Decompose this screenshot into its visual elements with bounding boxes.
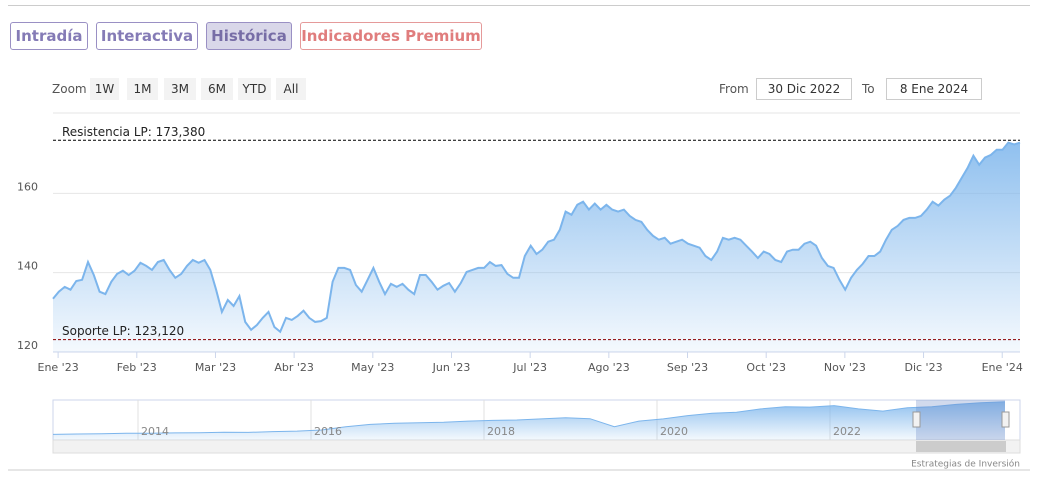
navigator-label: 2020 <box>660 425 688 438</box>
navigator-label: 2018 <box>487 425 515 438</box>
x-tick-label: Dic '23 <box>904 361 942 374</box>
zoom-button[interactable]: All <box>276 78 306 100</box>
y-tick-label: 120 <box>17 339 38 352</box>
navigator-label: 2014 <box>141 425 169 438</box>
x-tick-label: Abr '23 <box>274 361 314 374</box>
from-input[interactable]: 30 Dic 2022 <box>756 78 852 100</box>
navigator-area <box>53 401 1005 440</box>
navigator-label: 2016 <box>314 425 342 438</box>
navigator-selection <box>916 400 1005 440</box>
zoom-button[interactable]: 3M <box>164 78 196 100</box>
y-tick-label: 140 <box>17 260 38 273</box>
zoom-button[interactable]: YTD <box>238 78 271 100</box>
x-tick-label: May '23 <box>351 361 394 374</box>
navigator-line <box>52 401 1006 435</box>
tab[interactable]: Intradía <box>10 22 88 50</box>
x-tick-label: Nov '23 <box>824 361 866 374</box>
navigator-label: 2022 <box>833 425 861 438</box>
level-label: Resistencia LP: 173,380 <box>62 125 205 139</box>
x-tick-label: Jul '23 <box>512 361 547 374</box>
scrollbar[interactable] <box>52 439 1021 454</box>
zoom-button[interactable]: 1W <box>90 78 119 100</box>
x-tick-label: Oct '23 <box>746 361 786 374</box>
x-tick-label: Ene '23 <box>38 361 79 374</box>
level-label: Soporte LP: 123,120 <box>62 324 184 338</box>
tab[interactable]: Histórica <box>206 22 292 50</box>
x-tick-label: Sep '23 <box>667 361 708 374</box>
zoom-button[interactable]: 1M <box>127 78 158 100</box>
to-input[interactable]: 8 Ene 2024 <box>886 78 982 100</box>
zoom-label: Zoom <box>52 82 87 96</box>
top-rule <box>8 5 1030 6</box>
zoom-button[interactable]: 6M <box>201 78 233 100</box>
from-label: From <box>719 82 749 96</box>
scrollbar-thumb[interactable] <box>916 441 1006 452</box>
tab[interactable]: Interactiva <box>96 22 198 50</box>
y-tick-label: 160 <box>17 180 38 193</box>
credit: Estrategias de Inversión <box>911 459 1020 470</box>
tab[interactable]: Indicadores Premium <box>300 22 482 50</box>
to-label: To <box>862 82 875 96</box>
x-tick-label: Ene '24 <box>982 361 1023 374</box>
line <box>52 141 1021 334</box>
x-tick-label: Feb '23 <box>117 361 157 374</box>
x-tick-label: Ago '23 <box>588 361 630 374</box>
navigator-handle[interactable] <box>912 411 921 428</box>
navigator-handle[interactable] <box>1001 411 1010 428</box>
x-tick-label: Mar '23 <box>195 361 236 374</box>
area <box>53 142 1020 352</box>
x-tick-label: Jun '23 <box>432 361 471 374</box>
